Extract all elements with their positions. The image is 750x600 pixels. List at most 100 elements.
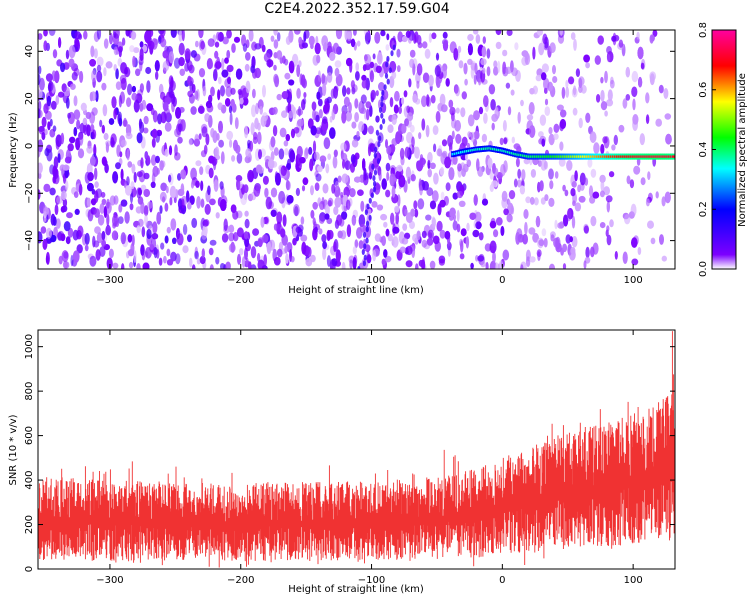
signal-cell: [525, 155, 529, 158]
spectrogram-cell: [392, 236, 399, 248]
spectrogram-cell: [43, 30, 48, 37]
spectrogram-cell: [333, 149, 338, 158]
spectrogram-cell: [135, 206, 142, 214]
spectrogram-cell: [600, 179, 605, 192]
x-tick-label: 0: [499, 575, 505, 586]
spectrogram-cell: [321, 35, 329, 48]
spectrogram-cell: [372, 186, 376, 193]
spectrogram-cell: [596, 94, 601, 103]
spectrogram-cell: [327, 200, 332, 207]
spectrogram-cell: [118, 95, 122, 108]
spectrogram-cell: [94, 226, 101, 234]
spectrogram-cell: [417, 198, 425, 210]
x-tick-label: 0: [499, 275, 505, 286]
spectrogram-cell: [439, 167, 445, 176]
spectrogram-cell: [505, 66, 513, 75]
spectrogram-cell: [480, 58, 487, 66]
spectrogram-cell: [91, 70, 97, 82]
spectrogram-cell: [181, 198, 185, 209]
spectrogram-cell: [111, 96, 117, 109]
spectrogram-cell: [556, 104, 564, 111]
spectrogram-cell: [387, 233, 393, 242]
spectrogram-cell: [473, 110, 480, 121]
spectrogram-cell: [273, 30, 278, 36]
spectrogram-cell: [459, 253, 465, 260]
spectrogram-cell: [65, 49, 70, 60]
spectrogram-cell: [478, 106, 484, 115]
spectrogram-cell: [442, 40, 449, 52]
spectrogram-cell: [141, 99, 147, 110]
spectrogram-cell: [130, 31, 137, 40]
spectrogram-cell: [414, 208, 419, 218]
spectrogram-cell: [38, 65, 42, 75]
spectrogram-cell: [296, 145, 303, 158]
spectrogram-cell: [305, 258, 313, 267]
spectrogram-cell: [544, 87, 548, 94]
spectrogram-cell: [139, 48, 144, 61]
signal-cell: [506, 151, 510, 154]
spectrogram-cell: [224, 57, 229, 64]
spectrogram-cell: [210, 86, 215, 97]
spectrogram-cell: [312, 227, 318, 241]
colorbar-tick-label: 0.6: [698, 82, 709, 98]
spectrogram-cell: [349, 259, 353, 269]
spectrogram-cell: [315, 173, 322, 182]
spectrogram-cell: [578, 117, 583, 129]
spectrogram-cell: [207, 38, 215, 47]
spectrogram-cell: [375, 65, 382, 74]
spectrogram-cell: [381, 235, 386, 247]
spectrogram-cell: [344, 160, 351, 171]
spectrogram-cell: [205, 133, 210, 146]
spectrogram-cell: [231, 155, 236, 162]
spectrogram-cell: [493, 229, 499, 238]
spectrogram-cell: [350, 80, 355, 89]
spectrogram-cell: [54, 204, 59, 216]
spectrogram-cell: [583, 260, 587, 269]
spectrogram-cell: [38, 100, 42, 111]
spectrogram-cell: [118, 117, 123, 127]
spectrogram-cell: [195, 40, 199, 48]
spectrogram-cell: [218, 139, 225, 148]
spectrogram-cell: [200, 198, 205, 208]
signal-cell: [579, 155, 583, 158]
spectrogram-cell: [96, 70, 103, 83]
spectrogram-cell: [374, 146, 378, 153]
spectrogram-cell: [181, 30, 185, 42]
spectrogram-cell: [418, 132, 422, 140]
spectrogram-cell: [321, 73, 326, 85]
spectrogram-cell: [465, 153, 468, 162]
spectrogram-cell: [515, 157, 520, 168]
spectrogram-cell: [94, 181, 99, 188]
spectrogram-cell: [101, 230, 106, 241]
spectrogram-cell: [289, 150, 296, 163]
spectrogram-cell: [432, 235, 440, 245]
spectrogram-cell: [251, 104, 257, 118]
spectrogram-cell: [577, 184, 581, 193]
spectrogram-cell: [197, 105, 205, 114]
spectrogram-cell: [403, 90, 408, 98]
spectrogram-cell: [355, 70, 360, 81]
spectrogram-cell: [435, 111, 441, 123]
spectrogram-cell: [461, 168, 466, 177]
spectrogram-cell: [548, 197, 555, 207]
spectrogram-cell: [103, 132, 109, 141]
spectrogram-cell: [226, 30, 232, 39]
spectrogram-cell: [129, 45, 135, 53]
spectrogram-cell: [386, 78, 390, 85]
spectrogram-cell: [553, 133, 559, 140]
spectrogram-cell: [405, 260, 413, 268]
spectrogram-cell: [541, 63, 549, 73]
spectrogram-cell: [502, 49, 508, 57]
spectrogram-cell: [44, 129, 48, 136]
spectrogram-cell: [401, 123, 407, 134]
spectrogram-cell: [381, 89, 385, 96]
spectrogram-cell: [99, 119, 103, 128]
spectrogram-cell: [229, 112, 233, 126]
spectrogram-cell: [385, 228, 390, 237]
spectrogram-cell: [70, 83, 76, 90]
spectrogram-cell: [317, 98, 323, 107]
spectrogram-cell: [155, 155, 160, 164]
signal-cell: [567, 155, 571, 158]
spectrogram-cell: [357, 189, 364, 196]
spectrogram-cell: [86, 197, 91, 208]
